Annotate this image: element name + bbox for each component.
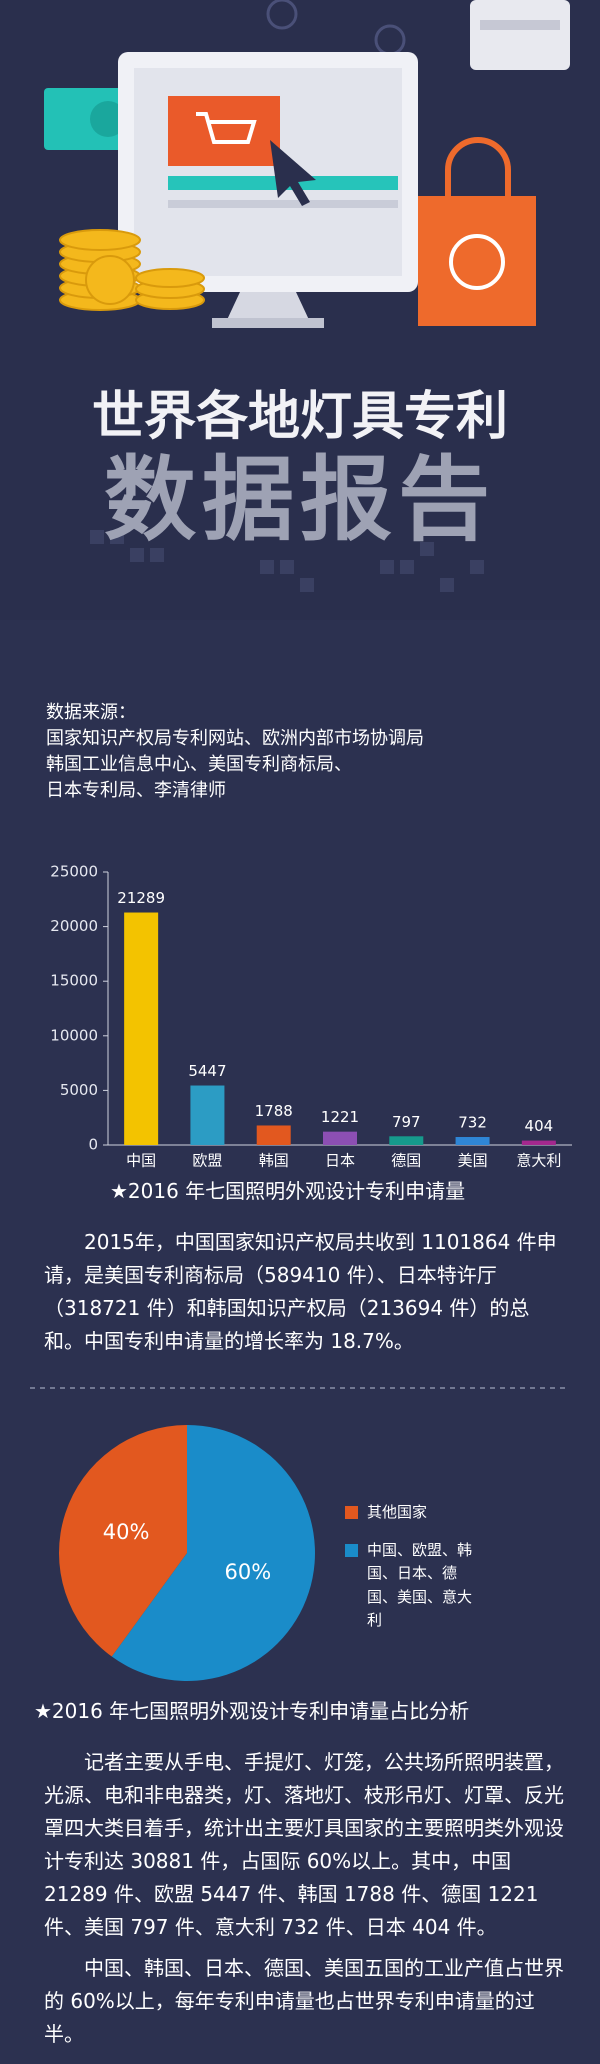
value-label: 404: [525, 1117, 554, 1135]
bar: [124, 912, 159, 1145]
chart-caption: ★2016 年七国照明外观设计专利申请量占比分析: [34, 1699, 470, 1723]
header-title-large: 数据报告: [104, 446, 496, 553]
paragraph: 中国、韩国、日本、德国、美国五国的工业产值占世界的 60%以上，每年专利申请量也…: [44, 1956, 564, 2046]
cursor: [270, 140, 316, 206]
legend-label: 其他国家: [367, 1503, 428, 1521]
x-tick-label: 韩国: [259, 1152, 289, 1170]
header-illustration: 世界各地灯具专利 数据报告: [0, 0, 600, 620]
y-tick-label: 0: [88, 1136, 98, 1154]
legend-item: 其他国家: [345, 1501, 485, 1524]
y-tick-label: 25000: [50, 863, 98, 881]
legend-swatch: [345, 1544, 358, 1557]
source-block: 数据来源： 国家知识产权局专利网站、欧洲内部市场协调局 韩国工业信息中心、美国专…: [46, 700, 424, 804]
x-tick-label: 日本: [325, 1152, 355, 1170]
x-tick-label: 欧盟: [192, 1152, 222, 1170]
y-tick-label: 10000: [50, 1026, 98, 1044]
bar: [521, 1140, 556, 1145]
monitor-stand: [226, 292, 310, 322]
card: [470, 0, 570, 70]
bar: [455, 1137, 490, 1145]
legend-label: 中国、欧盟、韩国、日本、德国、美国、意大利: [367, 1541, 473, 1629]
cart-banner: [168, 96, 280, 166]
value-label: 21289: [117, 889, 165, 907]
banknote-mark: [90, 101, 126, 137]
value-label: 1788: [255, 1102, 293, 1120]
coin-stack: [59, 229, 205, 311]
value-label: 732: [458, 1114, 487, 1132]
globe-icon: [449, 234, 505, 290]
chart-caption: ★2016 年七国照明外观设计专利申请量: [110, 1179, 466, 1203]
slice-label: 60%: [225, 1560, 272, 1584]
bar: [256, 1125, 291, 1145]
source-line: 日本专利局、李清律师: [46, 780, 226, 802]
paragraph: 记者主要从手电、手提灯、灯笼，公共场所照明装置，光源、电和非电器类，灯、落地灯、…: [44, 1750, 564, 1939]
cart-icon: [196, 112, 257, 144]
value-label: 5447: [188, 1062, 226, 1080]
card-line: [480, 20, 560, 30]
y-tick-label: 20000: [50, 917, 98, 935]
bar: [389, 1136, 424, 1145]
legend-swatch: [345, 1506, 358, 1519]
world-map: [90, 530, 484, 592]
source-label: 数据来源：: [46, 702, 136, 723]
legend-item: 中国、欧盟、韩国、日本、德国、美国、意大利: [345, 1539, 485, 1632]
y-tick-label: 15000: [50, 972, 98, 990]
source-line: 国家知识产权局专利网站、欧洲内部市场协调局: [46, 728, 424, 750]
bar: [323, 1131, 357, 1145]
screen-line: [168, 200, 398, 208]
source-line: 韩国工业信息中心、美国专利商标局、: [46, 754, 352, 776]
shopping-bag: [418, 196, 536, 326]
bag-handle: [445, 137, 511, 196]
pie-slice: [58, 1425, 187, 1657]
header-title: 世界各地灯具专利: [92, 387, 508, 447]
x-tick-label: 美国: [458, 1152, 488, 1170]
pie-slice: [111, 1425, 315, 1681]
slice-label: 40%: [103, 1520, 150, 1544]
value-label: 797: [392, 1113, 421, 1131]
coin-icon: [266, 0, 298, 30]
bar: [190, 1085, 225, 1145]
y-tick-label: 5000: [60, 1081, 98, 1099]
monitor-base: [212, 318, 324, 328]
x-tick-label: 中国: [126, 1152, 156, 1170]
x-tick-label: 德国: [391, 1152, 421, 1170]
value-label: 1221: [321, 1108, 359, 1126]
paragraph: 2015年，中国国家知识产权局共收到 1101864 件申请，是美国专利商标局（…: [44, 1230, 557, 1353]
x-tick-label: 意大利: [516, 1152, 561, 1170]
